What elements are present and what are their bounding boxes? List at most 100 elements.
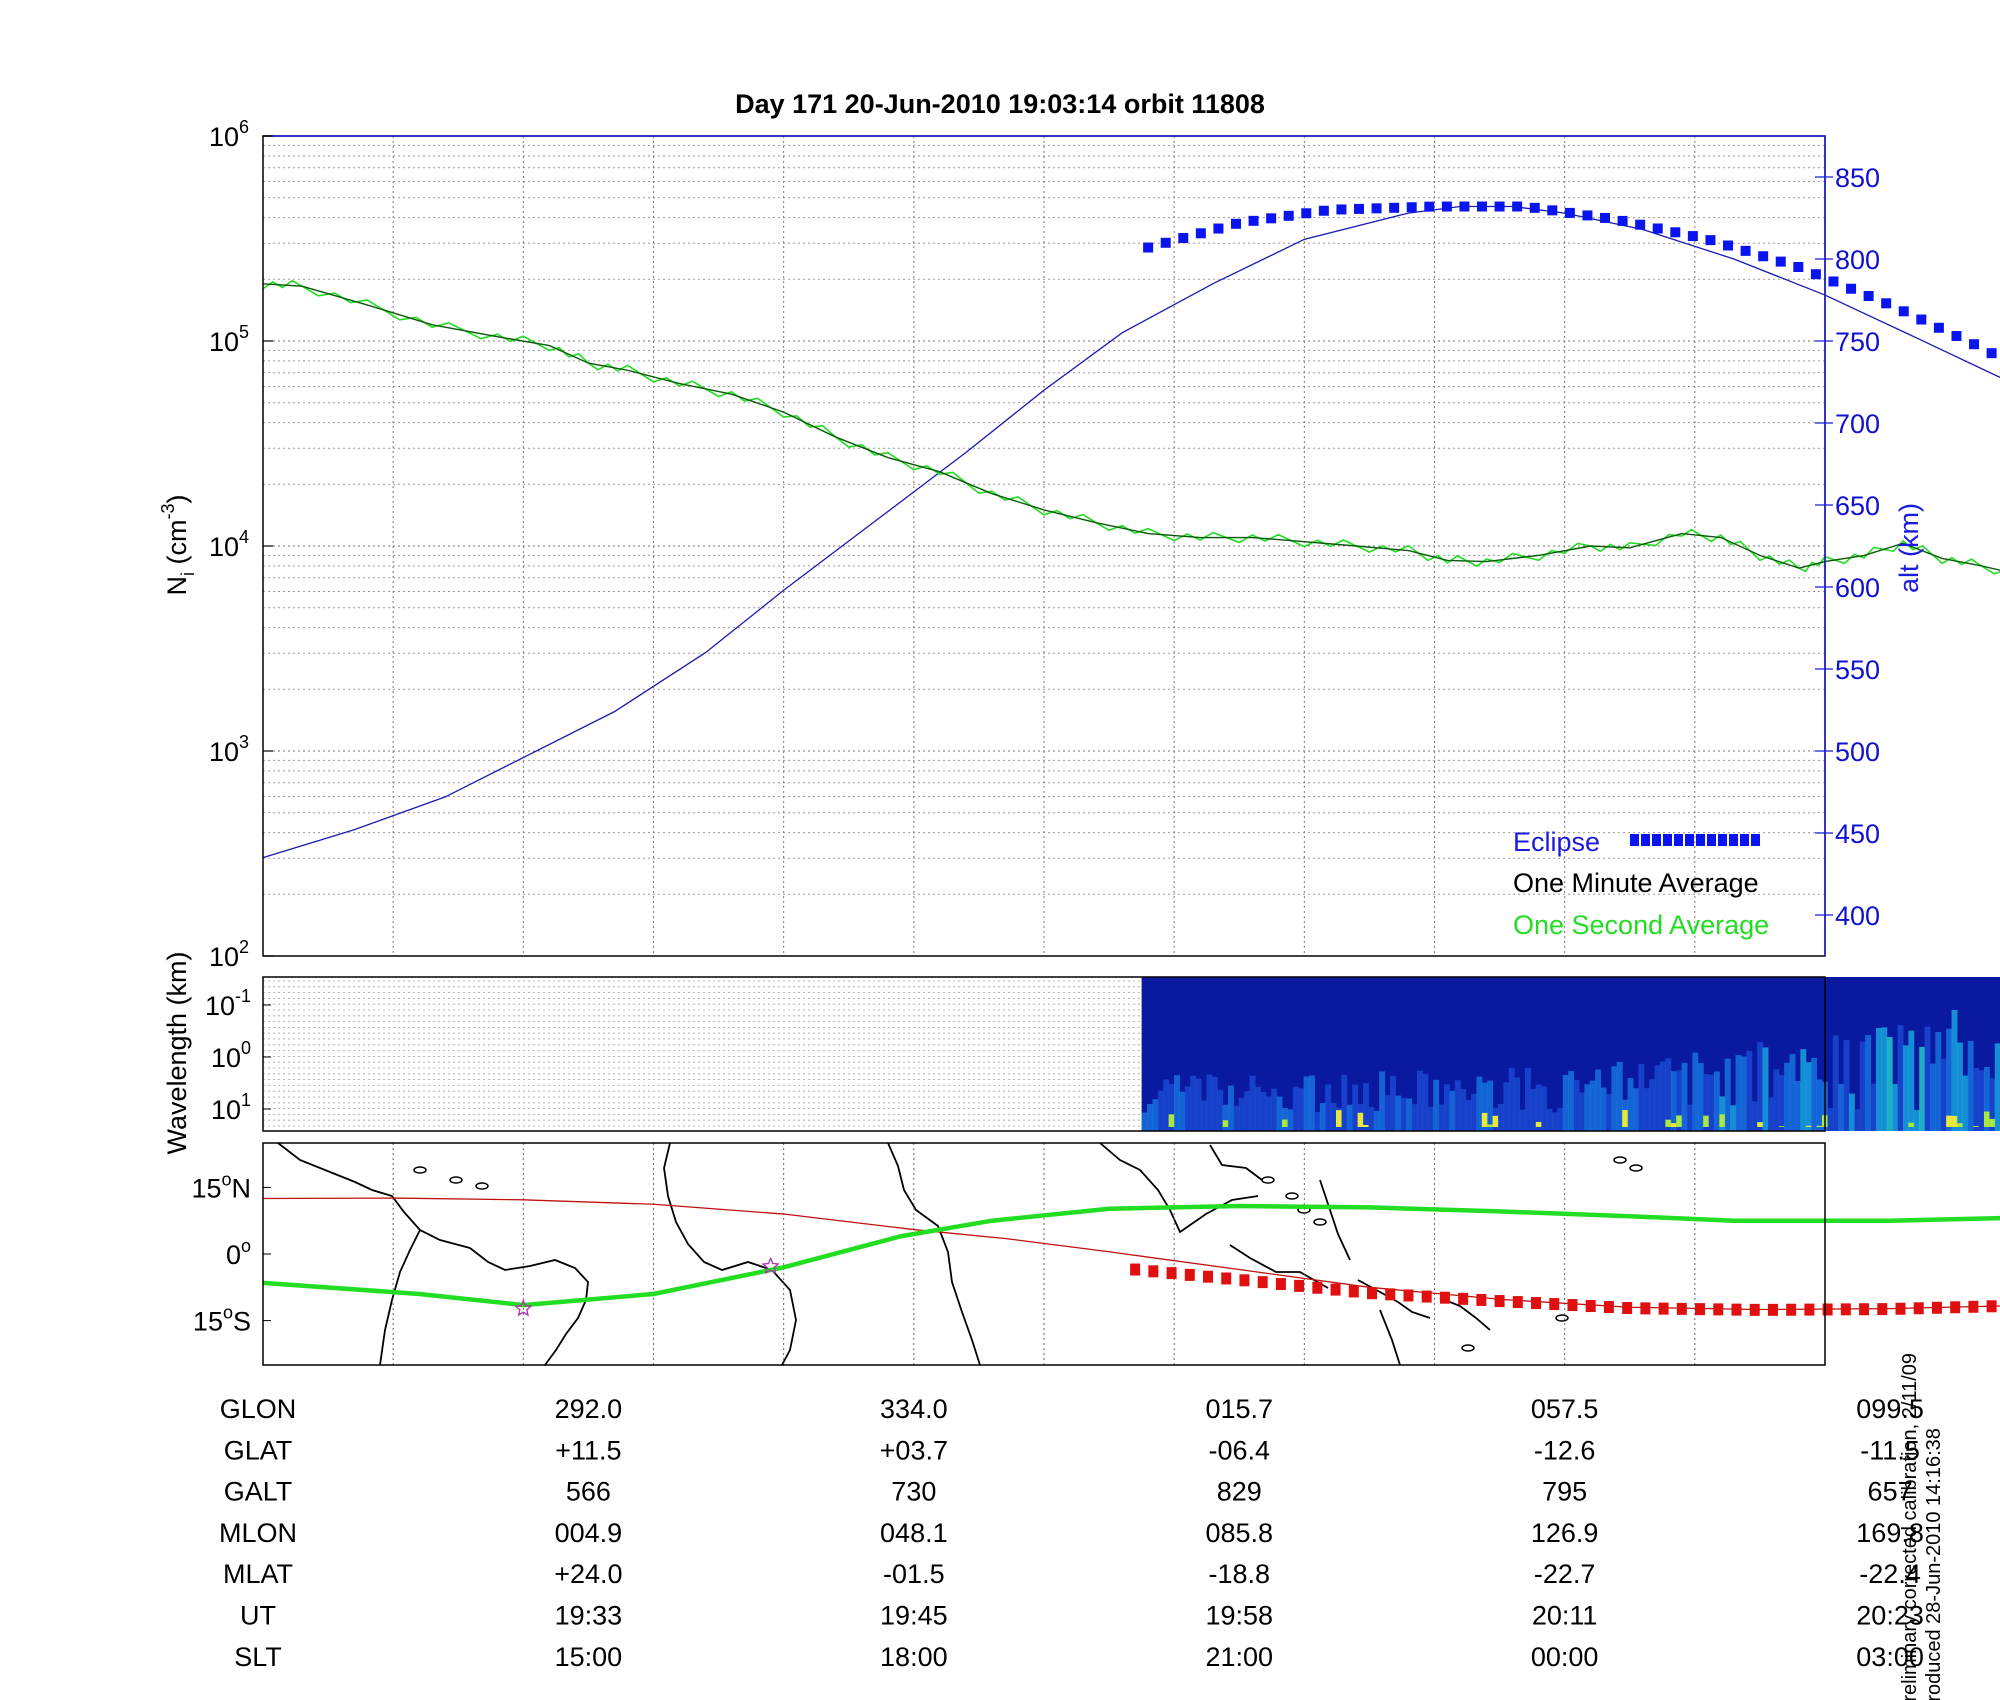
spectrogram-hot bbox=[1670, 1123, 1677, 1127]
map-tick-label: 0o bbox=[226, 1236, 251, 1270]
spectrogram-column bbox=[1217, 1089, 1224, 1131]
eclipse-marker bbox=[1389, 202, 1400, 213]
spectrogram-hot bbox=[1487, 1124, 1494, 1127]
one-second-line bbox=[262, 279, 2000, 575]
orbit-table: GLON292.0334.0015.7057.5099.5141.4207.72… bbox=[219, 1394, 1924, 1672]
y2-tick-label: 600 bbox=[1835, 573, 1880, 603]
spectrogram-column bbox=[1438, 1104, 1445, 1131]
spectrogram-column bbox=[1643, 1088, 1650, 1131]
spectrogram-hot bbox=[1222, 1120, 1229, 1127]
spectrogram-column bbox=[1460, 1089, 1467, 1131]
eclipse-marker bbox=[1758, 251, 1769, 262]
map-eclipse-marker bbox=[1913, 1302, 1924, 1315]
map-eclipse-marker bbox=[1859, 1303, 1870, 1316]
spectrogram-column bbox=[1503, 1082, 1510, 1131]
eclipse-marker bbox=[1494, 201, 1505, 212]
spectrogram-column bbox=[1314, 1112, 1321, 1131]
spectrogram-column bbox=[1222, 1104, 1229, 1131]
map-tick-degree-symbol: o bbox=[241, 1236, 251, 1256]
spectrogram-column bbox=[1519, 1109, 1526, 1131]
spectrogram-column bbox=[1605, 1093, 1612, 1131]
footnote-produced: Produced 28-Jun-2010 14:16:38 bbox=[1923, 1428, 1945, 1700]
spectrogram-column bbox=[1578, 1092, 1585, 1131]
tick-base: 10 bbox=[209, 327, 239, 357]
spectrogram-hot bbox=[1778, 1126, 1785, 1127]
table-cell: 20:23 bbox=[1856, 1601, 1924, 1631]
spectrogram-column bbox=[1379, 1071, 1386, 1131]
table-cell: 126.9 bbox=[1531, 1518, 1599, 1548]
island bbox=[1313, 1218, 1327, 1226]
spectrogram-column bbox=[1735, 1054, 1742, 1131]
eclipse-marker bbox=[1793, 262, 1804, 273]
map-data bbox=[262, 1197, 2000, 1317]
spectrogram-column bbox=[1892, 1083, 1899, 1131]
spectrogram-hot bbox=[1492, 1115, 1499, 1127]
y-tick-label: 106 bbox=[209, 117, 249, 152]
table-row-label: UT bbox=[240, 1601, 276, 1631]
spectrogram-column bbox=[1730, 1105, 1737, 1131]
spectrogram-column bbox=[1670, 1071, 1677, 1131]
eclipse-marker bbox=[1564, 207, 1575, 218]
spectrogram-hot bbox=[1973, 1126, 1980, 1127]
spectrogram-column bbox=[1902, 1045, 1909, 1131]
spectrogram-column bbox=[1163, 1079, 1170, 1131]
coastline bbox=[1229, 1244, 1329, 1289]
density-y-label-unit: (cm bbox=[162, 520, 192, 572]
island bbox=[449, 1176, 463, 1184]
spectrogram-column bbox=[1184, 1086, 1191, 1131]
spectrogram-hot bbox=[1908, 1122, 1915, 1127]
map-eclipse-marker bbox=[1458, 1292, 1469, 1305]
spectrogram-column bbox=[1757, 1041, 1764, 1131]
spectrogram-column bbox=[1265, 1096, 1272, 1131]
spectrogram-column bbox=[1481, 1082, 1488, 1131]
map-eclipse-marker bbox=[1294, 1279, 1305, 1292]
coastline bbox=[379, 1229, 421, 1366]
map-eclipse-marker bbox=[1148, 1265, 1159, 1278]
map-eclipse-marker bbox=[1585, 1300, 1596, 1313]
tick-base: 10 bbox=[209, 532, 239, 562]
spectrogram-column bbox=[1573, 1080, 1580, 1131]
spectrogram-column bbox=[1152, 1099, 1159, 1131]
map-eclipse-marker bbox=[1221, 1272, 1232, 1285]
eclipse-marker bbox=[1213, 223, 1224, 234]
table-cell: 15:00 bbox=[555, 1642, 623, 1672]
eclipse-marker bbox=[1846, 283, 1857, 294]
spectrogram-column bbox=[1524, 1067, 1531, 1131]
coastline bbox=[1379, 1309, 1401, 1366]
spectrogram-column bbox=[1346, 1104, 1353, 1131]
spectrogram-column bbox=[1956, 1042, 1963, 1131]
spectrogram-column bbox=[1686, 1104, 1693, 1131]
spectrogram-data bbox=[1141, 977, 2000, 1131]
coastline bbox=[277, 1142, 471, 1249]
spectrogram-column bbox=[1211, 1076, 1218, 1131]
spectrogram-column bbox=[1897, 1025, 1904, 1131]
island bbox=[1613, 1156, 1627, 1164]
map-eclipse-marker bbox=[1622, 1302, 1633, 1315]
table-cell: -12.6 bbox=[1534, 1435, 1596, 1465]
map-eclipse-marker bbox=[1239, 1274, 1250, 1287]
spectrogram-column bbox=[1352, 1084, 1359, 1131]
spectrogram-column bbox=[1557, 1108, 1564, 1131]
spectrogram-column bbox=[1309, 1075, 1315, 1131]
eclipse-marker bbox=[1705, 235, 1716, 246]
eclipse-marker bbox=[1986, 348, 1997, 359]
map-tick-degree: 15 bbox=[193, 1307, 223, 1337]
y-tick-label: 103 bbox=[209, 732, 249, 767]
spectrogram-column bbox=[1611, 1066, 1618, 1131]
table-cell: -06.4 bbox=[1208, 1435, 1270, 1465]
table-cell: 085.8 bbox=[1205, 1518, 1273, 1548]
spectrogram-column bbox=[1713, 1071, 1720, 1131]
y2-tick-label: 400 bbox=[1835, 901, 1880, 931]
spectrogram-hot bbox=[1983, 1111, 1990, 1127]
spectrogram-hot bbox=[1951, 1115, 1958, 1127]
spectrogram-column bbox=[1174, 1075, 1180, 1131]
legend-eclipse-marker bbox=[1685, 834, 1694, 846]
spectrogram-column bbox=[1168, 1083, 1175, 1131]
island bbox=[1285, 1192, 1299, 1200]
table-cell: +11.5 bbox=[555, 1435, 621, 1465]
eclipse-marker bbox=[1863, 291, 1874, 302]
eclipse-marker bbox=[1406, 202, 1417, 213]
spectrogram-column bbox=[1924, 1026, 1931, 1131]
map-eclipse-marker bbox=[1658, 1302, 1669, 1315]
spectrogram-column bbox=[1476, 1076, 1483, 1131]
